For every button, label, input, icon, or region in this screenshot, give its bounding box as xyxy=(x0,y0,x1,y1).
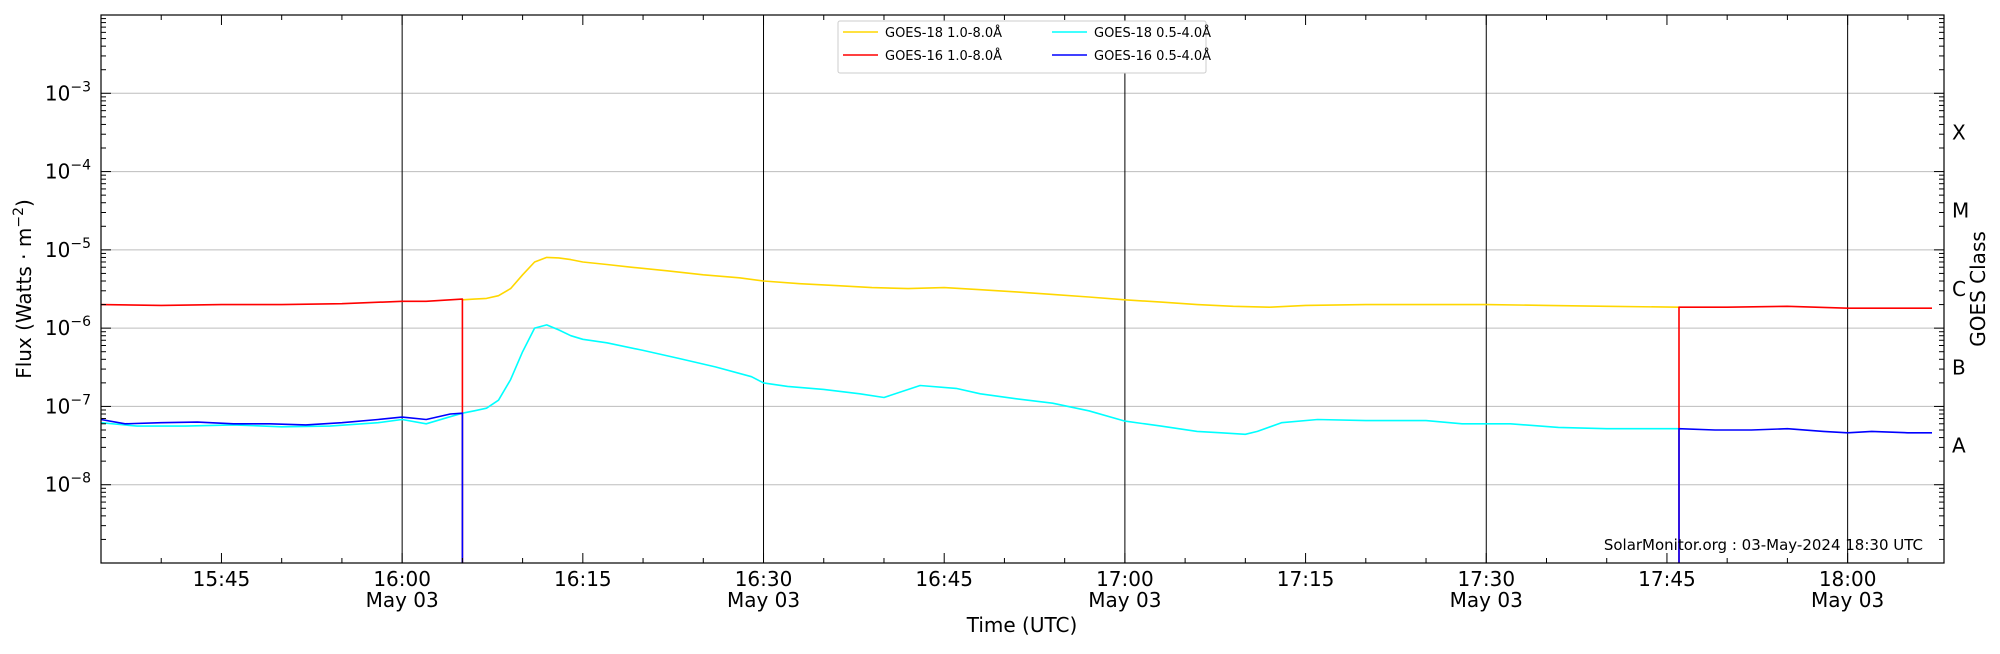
series-line-1 xyxy=(100,324,1679,436)
goes-class-label: B xyxy=(1952,355,1966,379)
credit-text: SolarMonitor.org : 03-May-2024 18:30 UTC xyxy=(1604,536,1923,554)
goes-class-label: A xyxy=(1952,434,1966,458)
legend-label: GOES-18 1.0-8.0Å xyxy=(885,25,1002,41)
x-tick-label: 16:30 xyxy=(735,567,793,591)
x-tick-date-label: May 03 xyxy=(1450,588,1523,612)
x-tick-label: 16:15 xyxy=(554,567,612,591)
x-tick-label: 17:15 xyxy=(1277,567,1335,591)
legend-box xyxy=(837,20,1207,74)
x-axis-label: Time (UTC) xyxy=(966,613,1078,637)
series-layer xyxy=(100,256,1932,563)
x-tick-date-label: May 03 xyxy=(366,588,439,612)
tick-layer xyxy=(100,15,1944,563)
goes-class-label: M xyxy=(1952,199,1969,223)
y-axis-label-right: GOES Class xyxy=(1966,231,1990,347)
x-tick-label: 16:00 xyxy=(373,567,431,591)
series-line-2 xyxy=(100,298,1932,563)
vertical-marker-lines xyxy=(401,15,1849,563)
x-tick-label: 17:45 xyxy=(1638,567,1696,591)
x-tick-label: 16:45 xyxy=(915,567,973,591)
goes-class-label: X xyxy=(1952,120,1966,144)
x-tick-label: 18:00 xyxy=(1819,567,1877,591)
x-tick-date-label: May 03 xyxy=(727,588,800,612)
legend-label: GOES-18 0.5-4.0Å xyxy=(1094,25,1211,41)
series-line-0 xyxy=(462,256,1680,308)
legend-label: GOES-16 1.0-8.0Å xyxy=(885,48,1002,64)
x-tick-date-label: May 03 xyxy=(1088,588,1161,612)
series-line-3 xyxy=(100,412,1932,563)
y-tick-label: 10−4 xyxy=(45,158,91,184)
x-tick-label: 15:45 xyxy=(193,567,251,591)
x-tick-label: 17:30 xyxy=(1457,567,1515,591)
y-axis-label-left: Flux (Watts · m−2) xyxy=(11,199,36,379)
plot-frame xyxy=(100,14,1945,564)
y-tick-label: 10−3 xyxy=(45,79,91,105)
y-tick-label: 10−5 xyxy=(45,236,91,262)
y-tick-label: 10−7 xyxy=(45,392,91,418)
x-tick-label: 17:00 xyxy=(1096,567,1154,591)
legend: GOES-18 1.0-8.0Å GOES-16 1.0-8.0Å GOES-18 … xyxy=(837,20,1211,74)
y-tick-label: 10−6 xyxy=(45,314,91,340)
grid-layer xyxy=(101,92,1944,486)
y-tick-label: 10−8 xyxy=(45,471,91,497)
legend-label: GOES-16 0.5-4.0Å xyxy=(1094,48,1211,64)
goes-class-label: C xyxy=(1952,277,1966,301)
x-tick-date-label: May 03 xyxy=(1811,588,1884,612)
